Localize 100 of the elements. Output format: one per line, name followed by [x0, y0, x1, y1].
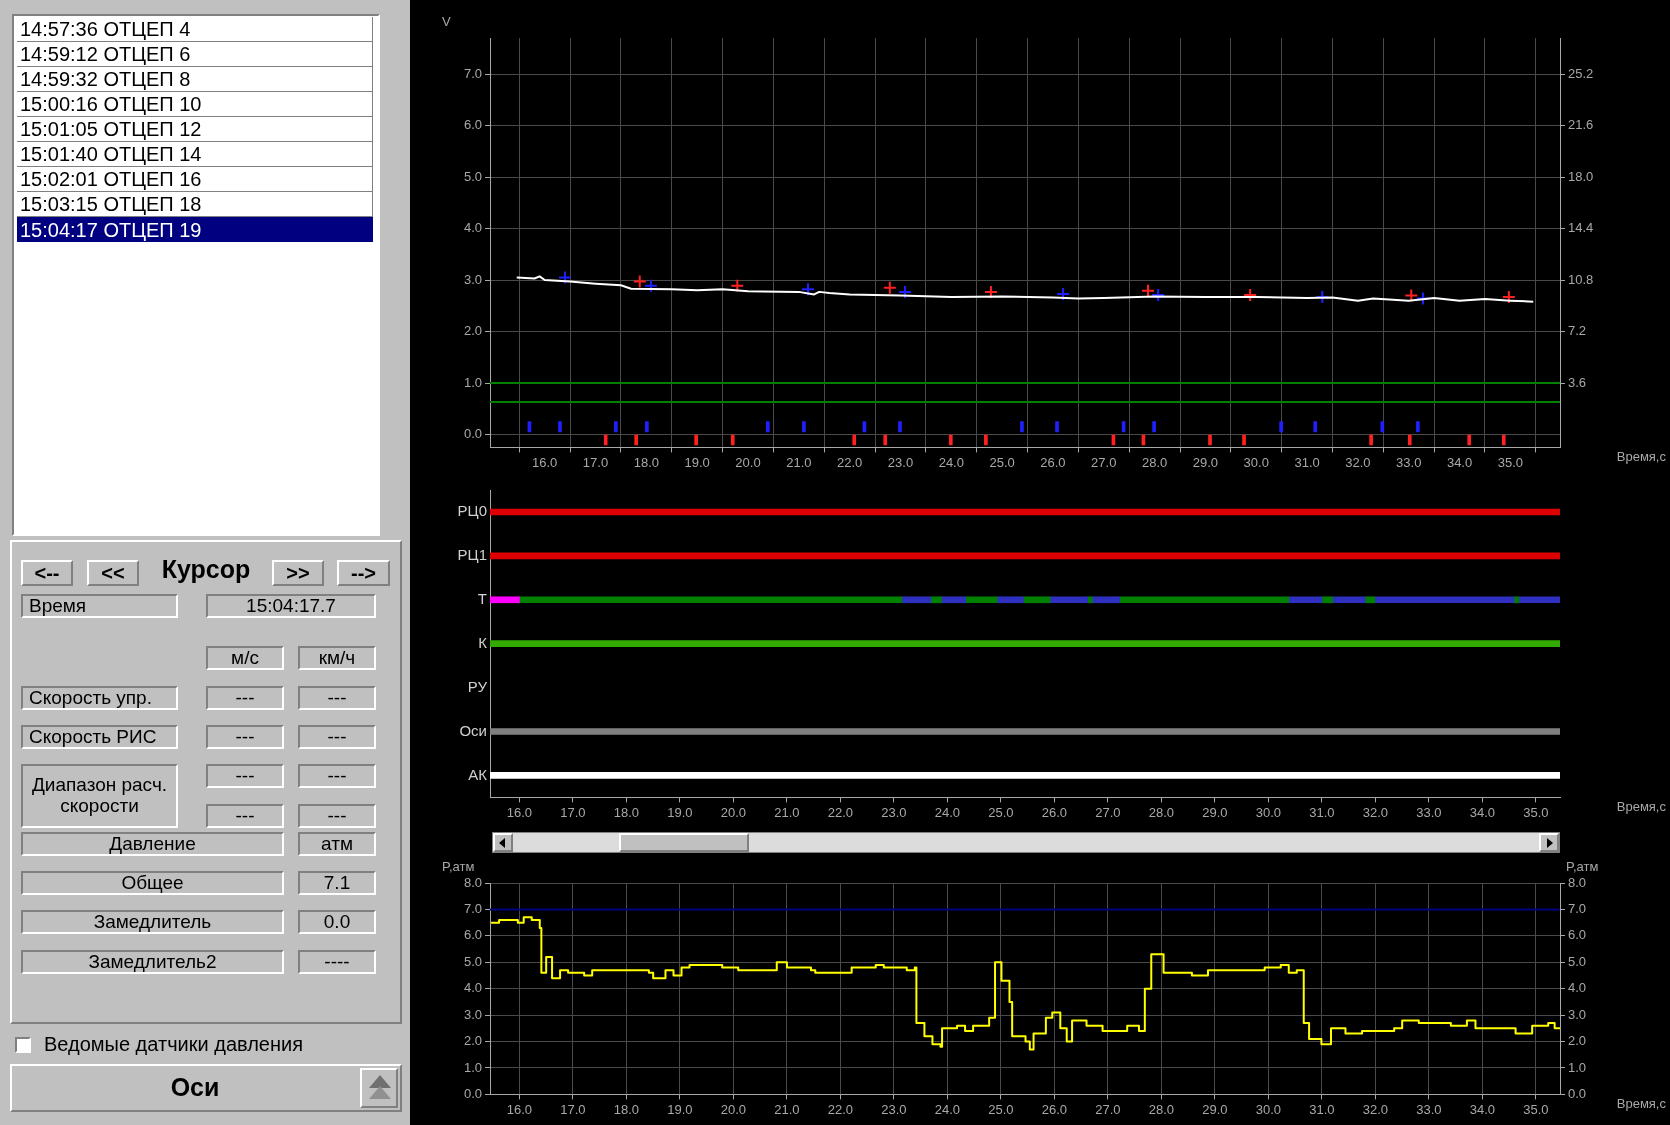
text: Курсор	[160, 554, 252, 586]
bar	[941, 596, 966, 604]
y2-tick-label: 0.0	[1568, 1085, 1587, 1101]
x-tick-label: 27.0	[1091, 454, 1117, 470]
bar	[1332, 596, 1366, 604]
bar	[1518, 596, 1560, 604]
bar	[930, 596, 942, 604]
y-tick-label: 2.0	[463, 323, 482, 339]
text-field: Скорость упр.	[21, 686, 178, 710]
bar	[490, 640, 1560, 648]
y-tick-label: 8.0	[463, 874, 482, 890]
y-tick-label: 5.0	[463, 953, 482, 969]
x-tick-label: 17.0	[560, 804, 586, 820]
x-tick-label: 27.0	[1095, 1101, 1121, 1117]
x-tick-label: 21.0	[786, 454, 812, 470]
x-tick-label: 29.0	[1192, 454, 1219, 470]
x-tick-label: 28.0	[1148, 804, 1175, 820]
y2-tick-label: 1.0	[1568, 1059, 1587, 1075]
x-tick-label: 28.0	[1148, 1101, 1175, 1117]
y-tick-label: 7.0	[463, 65, 482, 81]
bar	[1023, 596, 1051, 604]
text-field: ---	[206, 686, 284, 710]
x-tick-label: 16.0	[506, 804, 533, 820]
x-tick-label: 33.0	[1396, 454, 1422, 470]
x-tick-label: 20.0	[720, 1101, 747, 1117]
bar	[901, 596, 932, 604]
y-tick-label: РУ	[467, 677, 488, 695]
x-tick-label: 26.0	[1040, 454, 1066, 470]
point	[1501, 290, 1516, 305]
x-tick-label: 20.0	[735, 454, 761, 470]
text-field: Общее	[21, 871, 284, 895]
y-tick-label: Т	[477, 589, 487, 607]
bar	[1119, 596, 1290, 604]
point	[1243, 287, 1258, 302]
text-field: ---	[206, 804, 284, 828]
bar	[490, 728, 1560, 735]
bar	[490, 508, 1560, 516]
y-tick-label: 7.0	[463, 901, 482, 916]
x-tick-label: 35.0	[1523, 1101, 1549, 1117]
x-tick-label: 24.0	[934, 1101, 961, 1117]
y2-tick-label: 18.0	[1568, 168, 1594, 184]
y-tick-label: Оси	[459, 721, 487, 739]
text: 14:59:32 ОТЦЕП 8	[17, 67, 373, 92]
text-field: км/ч	[298, 646, 376, 670]
text-field: ---	[298, 764, 376, 788]
y-tick-label: 3.0	[463, 271, 482, 287]
x-axis-title: Время,с	[1616, 449, 1667, 465]
text: 15:00:16 ОТЦЕП 10	[17, 92, 373, 117]
y-tick-label: 6.0	[463, 117, 482, 133]
text: Оси	[169, 1072, 221, 1104]
text-field: ---	[298, 686, 376, 710]
y-tick-label: РЦ0	[457, 502, 487, 520]
x-tick-label: 19.0	[684, 454, 710, 470]
point	[730, 278, 745, 293]
button: <<	[87, 560, 139, 586]
text: 14:59:12 ОТЦЕП 6	[17, 42, 373, 67]
y-tick-label: 4.0	[463, 220, 482, 236]
y2-tick-label: 6.0	[1568, 927, 1587, 943]
x-tick-label: 26.0	[1041, 804, 1068, 820]
x-axis-title: Время,с	[1616, 1096, 1667, 1112]
y2-tick-label: 21.6	[1568, 117, 1594, 133]
y-axis-title: P,атм	[442, 859, 475, 874]
point	[643, 278, 658, 293]
text-field: Время	[21, 594, 178, 618]
text: Ведомые датчики давления	[43, 1032, 304, 1057]
x-tick-label: 34.0	[1446, 454, 1473, 470]
x-tick-label: 28.0	[1141, 454, 1168, 470]
text-field: ---	[298, 804, 376, 828]
y-tick-label: 4.0	[463, 980, 482, 996]
point	[983, 284, 998, 299]
text-field: м/с	[206, 646, 284, 670]
x-tick-label: 21.0	[774, 804, 800, 820]
x-tick-label: 33.0	[1416, 804, 1442, 820]
x-tick-label: 31.0	[1294, 454, 1320, 470]
x-tick-label: 23.0	[881, 1101, 907, 1117]
y-tick-label: К	[478, 633, 488, 651]
bar	[1513, 596, 1520, 604]
x-tick-label: 26.0	[1041, 1101, 1068, 1117]
text-field: ---	[206, 764, 284, 788]
text: 15:02:01 ОТЦЕП 16	[17, 167, 373, 192]
text-field: 7.1	[298, 871, 376, 895]
bar	[490, 772, 1560, 779]
x-tick-label: 19.0	[667, 804, 693, 820]
text-field: Скорость РИС	[21, 725, 178, 749]
bar	[1364, 596, 1376, 604]
text-field: Замедлитель2	[21, 950, 284, 974]
text-field: Диапазон расч. скорости	[21, 764, 178, 828]
y2-tick-label: 5.0	[1568, 953, 1587, 969]
point	[800, 282, 815, 297]
x-tick-label: 18.0	[613, 804, 640, 820]
text-field: Замедлитель	[21, 910, 284, 934]
text-field: ----	[298, 950, 376, 974]
x-tick-label: 24.0	[938, 454, 964, 470]
y-tick-label: АК	[468, 765, 488, 783]
y2-tick-label: 7.0	[1568, 901, 1587, 916]
x-tick-label: 30.0	[1243, 454, 1269, 470]
x-tick-label: 17.0	[582, 454, 609, 470]
x-tick-label: 20.0	[720, 804, 747, 820]
point	[1141, 283, 1155, 298]
point	[558, 270, 573, 285]
